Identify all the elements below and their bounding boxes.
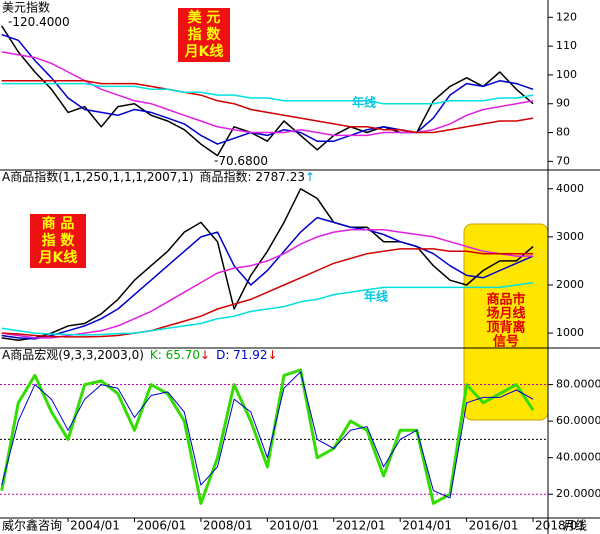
y-tick-label: 1000 bbox=[556, 326, 584, 339]
x-tick-label: 2008/01 bbox=[203, 519, 253, 533]
series-line bbox=[1, 216, 534, 340]
y-tick-label: 110 bbox=[556, 39, 577, 52]
note-line: 商品市 bbox=[486, 292, 525, 308]
ma-label: 年线 bbox=[352, 95, 376, 110]
y-tick-label: 80 bbox=[556, 126, 570, 139]
box-line: 月K线 bbox=[38, 249, 78, 266]
max-value: 120.4000 bbox=[12, 15, 69, 29]
x-tick-label: 2016/01 bbox=[469, 519, 519, 533]
series-line bbox=[1, 188, 534, 342]
x-axis-label: 月线 bbox=[563, 519, 587, 533]
series-line bbox=[1, 79, 534, 134]
y-tick-label: 2000 bbox=[556, 278, 584, 291]
arrow: ↑ bbox=[305, 170, 315, 184]
y-tick-label: 100 bbox=[556, 68, 577, 81]
note-line: 场月线 bbox=[486, 306, 525, 322]
series-line bbox=[1, 248, 534, 338]
box-line: 商 品 bbox=[42, 215, 75, 232]
arrow: ↓ bbox=[268, 348, 278, 362]
indicator-name: A商品宏观(9,3,3,2003,0) bbox=[2, 347, 144, 362]
series-line bbox=[1, 281, 534, 336]
y-tick-label: 40.0000 bbox=[556, 451, 600, 464]
y-tick-label: 70 bbox=[556, 154, 570, 167]
arrow: ↓ bbox=[200, 348, 210, 362]
x-tick-label: 2012/01 bbox=[336, 519, 386, 533]
k-text: K: 65.70 bbox=[150, 348, 200, 362]
series-line bbox=[1, 25, 534, 157]
plot-area bbox=[0, 25, 548, 505]
x-tick-label: 2004/01 bbox=[70, 519, 120, 533]
annotation-box bbox=[30, 214, 86, 268]
y-tick-label: 120 bbox=[556, 10, 577, 23]
panel-title: 美元指数 bbox=[2, 0, 50, 15]
annotation-box bbox=[178, 8, 230, 62]
y-tick-label: 60.0000 bbox=[556, 414, 600, 427]
source: 威尔鑫咨询 bbox=[2, 518, 62, 533]
note-line: 信号 bbox=[493, 334, 519, 350]
series-line bbox=[1, 51, 534, 137]
panel-title: A商品指数(1,1,250,1,1,1,2007,1) 商品指数: 2787.23… bbox=[2, 169, 315, 184]
x-tick-label: 2010/01 bbox=[269, 519, 319, 533]
box-line: 指 数 bbox=[188, 26, 222, 43]
y-tick-label: 3000 bbox=[556, 230, 584, 243]
max-label: -120.4000 bbox=[8, 15, 70, 29]
series-line bbox=[1, 33, 534, 145]
y-tick-label: 90 bbox=[556, 97, 570, 110]
series-line bbox=[1, 371, 534, 499]
y-tick-label: 4000 bbox=[556, 182, 584, 195]
ma-label: 年线 bbox=[364, 289, 388, 304]
x-tick-label: 2006/01 bbox=[137, 519, 187, 533]
panel-title: A商品宏观(9,3,3,2003,0) K: 65.70↓ D: 71.92↓ bbox=[2, 347, 278, 362]
series-line bbox=[1, 82, 534, 105]
note-line: 顶背离 bbox=[486, 320, 525, 336]
box-line: 指 数 bbox=[42, 232, 76, 249]
d-text: D: 71.92 bbox=[216, 348, 267, 362]
y-tick-label: 80.0000 bbox=[556, 378, 600, 391]
value-text: 商品指数: 2787.23 bbox=[200, 169, 305, 184]
indicator-name: A商品指数(1,1,250,1,1,1,2007,1) bbox=[2, 169, 194, 184]
x-tick-label: 2018/01 bbox=[535, 519, 585, 533]
series-line bbox=[0, 368, 535, 505]
x-tick-label: 2014/01 bbox=[402, 519, 452, 533]
min-value: 70.6800 bbox=[218, 154, 268, 168]
box-line: 月K线 bbox=[184, 43, 224, 60]
min-label: -70.6800 bbox=[214, 154, 268, 168]
y-tick-label: 20.0000 bbox=[556, 487, 600, 500]
box-line: 美 元 bbox=[188, 9, 221, 26]
series-line bbox=[1, 228, 534, 339]
